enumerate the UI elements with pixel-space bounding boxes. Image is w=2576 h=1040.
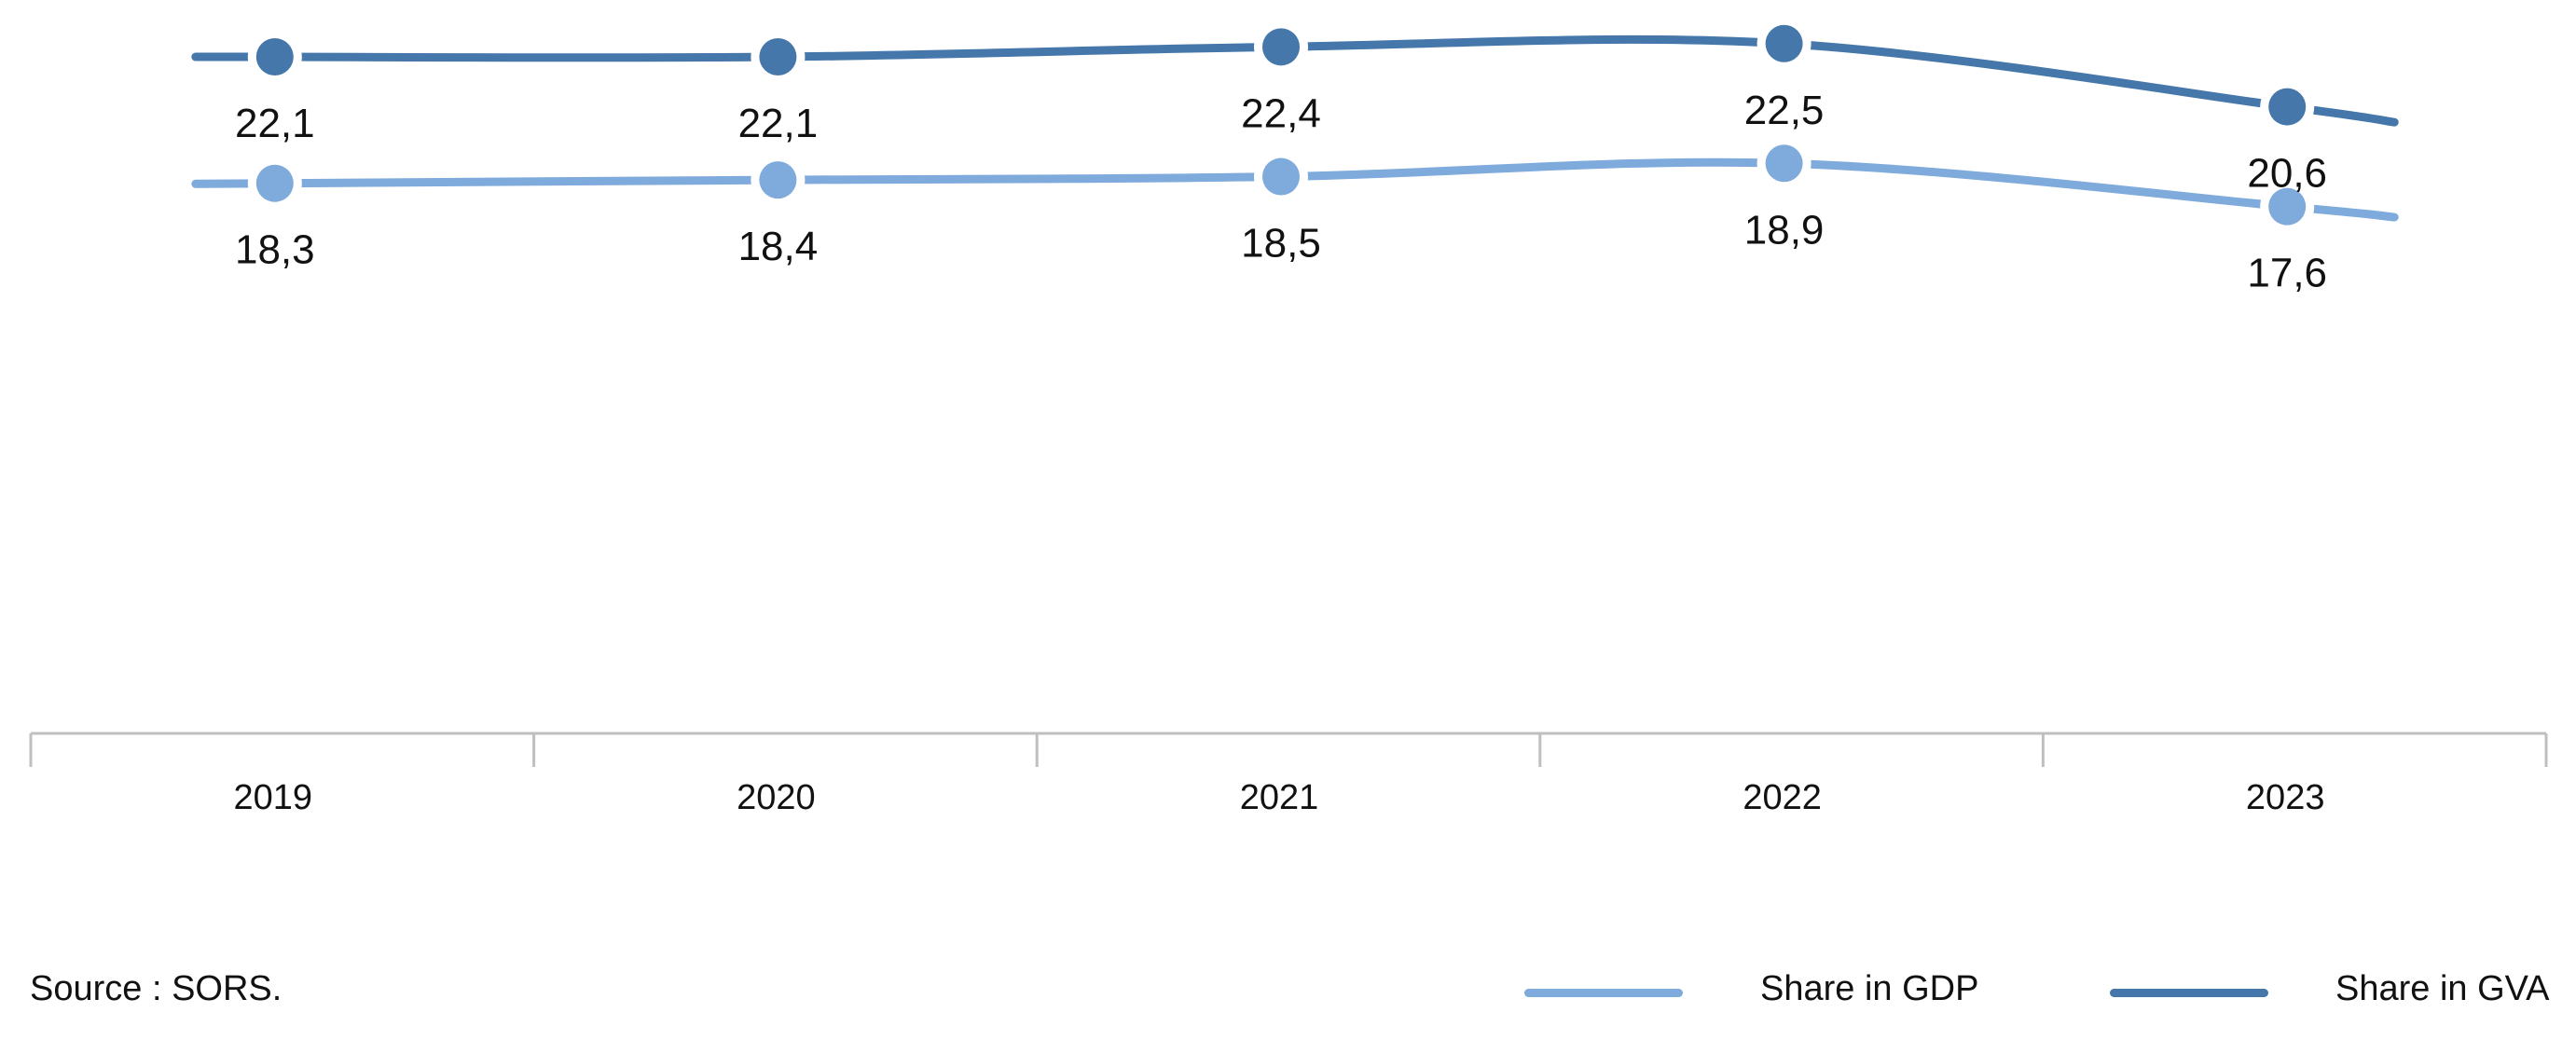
data-labels: 22,1 22,1 22,4 22,5 20,6 18,3 18,4 18,5 18,9 17,6 [235, 88, 2327, 296]
series-points [247, 16, 2315, 234]
data-point [759, 161, 797, 199]
legend-swatch-gva [2110, 989, 2268, 997]
data-point [759, 38, 797, 76]
legend-label-gdp: Share in GDP [1760, 969, 1979, 1008]
x-tick-label: 2022 [1743, 778, 1822, 817]
data-label: 22,1 [235, 101, 315, 146]
legend-label-gva: Share in GVA [2335, 969, 2550, 1008]
data-label: 18,9 [1744, 207, 1825, 253]
x-tick-label: 2021 [1240, 778, 1319, 817]
data-label: 18,3 [235, 227, 315, 273]
data-point [1262, 28, 1300, 66]
legend-swatch-gdp [1524, 989, 1683, 997]
source-note: Source : SORS. [30, 969, 282, 1008]
x-tick-labels: 2019 2020 2021 2022 2023 [234, 778, 2325, 817]
data-point [255, 164, 294, 202]
data-point [1262, 157, 1300, 196]
data-label: 20,6 [2247, 151, 2327, 197]
data-label: 17,6 [2247, 251, 2327, 296]
x-tick-label: 2019 [234, 778, 313, 817]
data-point [255, 38, 294, 76]
data-point [2268, 187, 2307, 226]
x-tick-label: 2023 [2246, 778, 2325, 817]
data-point [1765, 144, 1803, 183]
x-tick-label: 2020 [737, 778, 816, 817]
data-point [2268, 88, 2307, 126]
data-point [1765, 24, 1803, 62]
data-label: 22,5 [1744, 88, 1825, 133]
data-label: 18,4 [738, 224, 819, 269]
data-label: 22,1 [738, 101, 819, 146]
data-label: 18,5 [1241, 221, 1321, 267]
x-axis [29, 732, 2548, 767]
data-label: 22,4 [1241, 90, 1321, 136]
